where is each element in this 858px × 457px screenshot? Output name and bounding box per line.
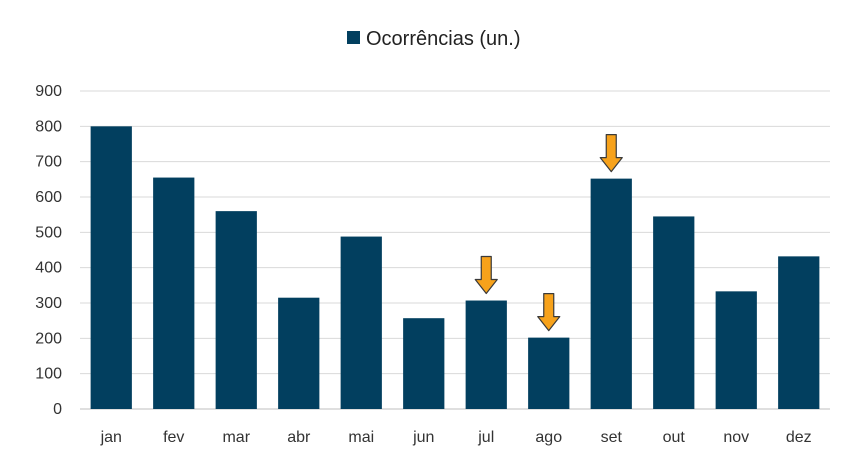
bar-jul xyxy=(465,300,507,409)
bar-abr xyxy=(278,297,320,409)
bar-mai xyxy=(340,236,382,409)
x-axis: jan fev mar abr mai jun jul ago set out nov dez xyxy=(100,429,812,446)
legend-label: Ocorrências (un.) xyxy=(366,28,521,50)
annotations xyxy=(474,134,623,332)
x-tick-label: dez xyxy=(786,429,812,446)
arrow-annotation-jul xyxy=(474,255,498,295)
gridlines xyxy=(80,90,830,410)
y-tick-label: 500 xyxy=(35,224,62,241)
x-tick-label: abr xyxy=(287,429,311,446)
y-tick-label: 300 xyxy=(35,295,62,312)
y-tick-label: 900 xyxy=(35,83,62,100)
x-tick-label: jun xyxy=(412,429,434,446)
bar-mar xyxy=(215,211,257,409)
bar-jun xyxy=(403,318,445,409)
y-tick-label: 800 xyxy=(35,118,62,135)
x-tick-label: nov xyxy=(723,429,749,446)
bar-fev xyxy=(153,177,195,409)
y-tick-label: 400 xyxy=(35,260,62,277)
arrow-annotation-set xyxy=(599,134,623,173)
bar-dez xyxy=(778,256,820,409)
arrow-annotation-ago xyxy=(537,293,561,332)
x-tick-label: fev xyxy=(163,429,184,446)
bar-jan xyxy=(90,126,132,409)
y-tick-label: 200 xyxy=(35,330,62,347)
y-tick-label: 100 xyxy=(35,366,62,383)
x-tick-label: jul xyxy=(477,429,494,446)
x-tick-label: ago xyxy=(535,429,562,446)
bar-out xyxy=(653,216,695,409)
y-tick-label: 0 xyxy=(53,401,62,418)
legend-swatch xyxy=(347,31,360,44)
y-axis: 0 100 200 300 400 500 600 700 800 900 xyxy=(35,83,62,418)
bar-nov xyxy=(715,291,757,409)
x-tick-label: jan xyxy=(100,429,122,446)
bars xyxy=(90,126,820,409)
y-tick-label: 700 xyxy=(35,154,62,171)
bar-ago xyxy=(528,337,570,409)
y-tick-label: 600 xyxy=(35,189,62,206)
legend: Ocorrências (un.) xyxy=(347,28,521,50)
bar-set xyxy=(590,178,632,409)
x-tick-label: mar xyxy=(222,429,250,446)
x-tick-label: out xyxy=(663,429,686,446)
x-tick-label: set xyxy=(601,429,623,446)
x-tick-label: mai xyxy=(348,429,374,446)
